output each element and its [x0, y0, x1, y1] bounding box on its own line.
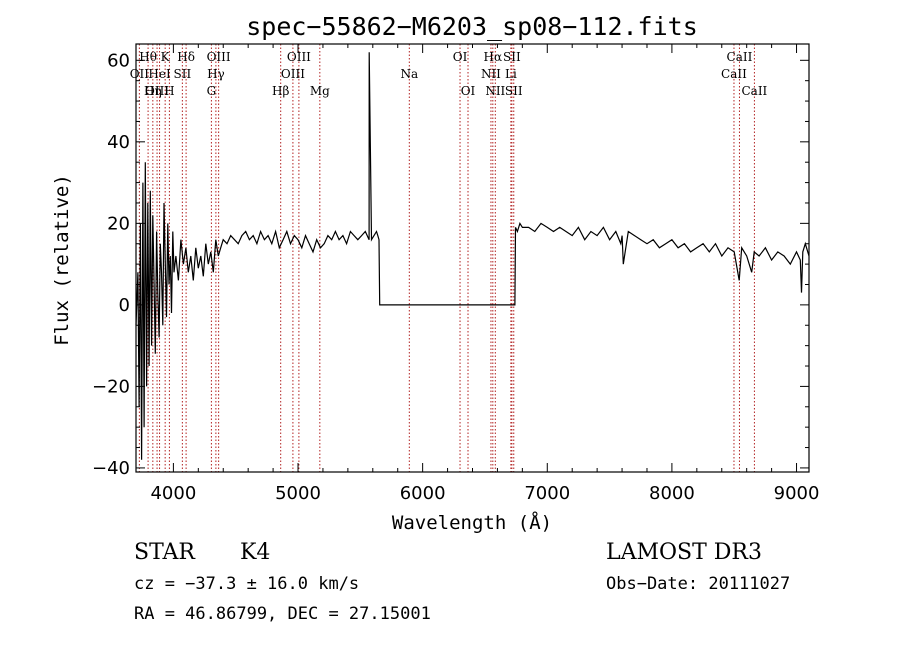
flux-series-line — [135, 52, 810, 460]
x-tick-label: 5000 — [275, 483, 321, 504]
spectral-line-label: OIII — [287, 50, 311, 64]
spectral-line-label: Na — [400, 67, 418, 81]
spectral-line-label: NII — [481, 67, 501, 81]
spectral-line-label: K — [161, 50, 171, 64]
x-tick-label: 8000 — [649, 483, 695, 504]
plot-frame — [135, 43, 810, 473]
spectral-line-label: CaII — [741, 84, 767, 98]
spectral-line-label: OIII — [207, 50, 231, 64]
y-tick-label: 0 — [119, 295, 130, 316]
x-tick-label: 9000 — [774, 483, 820, 504]
spectral-line-label: OIII — [281, 67, 305, 81]
spectral-line-label: CaII — [727, 50, 753, 64]
redshift-cz: cz = −37.3 ± 16.0 km/s — [134, 574, 359, 594]
spectral-line-label: Mg — [310, 84, 330, 98]
spectral-line-label: Hβ — [272, 84, 289, 98]
spectral-line-label: OI — [461, 84, 476, 98]
coordinates: RA = 46.86799, DEC = 27.15001 — [134, 604, 431, 624]
spectral-line-label: SII — [174, 67, 192, 81]
spectral-line-label: Hθ — [139, 50, 157, 64]
spectral-line-label: HeI — [148, 67, 171, 81]
y-tick-label: 20 — [107, 213, 130, 234]
spectral-line-label: G — [207, 84, 217, 98]
y-tick-label: −20 — [92, 376, 130, 397]
spectral-line-label: Hδ — [177, 50, 195, 64]
spectral-line-label: CaII — [721, 67, 747, 81]
y-tick-label: 40 — [107, 132, 130, 153]
x-tick-label: 4000 — [150, 483, 196, 504]
y-tick-label: 60 — [107, 50, 130, 71]
spectral-line-label: Li — [505, 67, 517, 81]
spectral-line-label: OII — [130, 67, 150, 81]
spectral-line-label: Hα — [484, 50, 503, 64]
spectral-line-label: SII — [505, 84, 523, 98]
x-tick-label: 7000 — [524, 483, 570, 504]
spectral-line-label: OIII — [145, 84, 169, 98]
y-axis-label: Flux (relative) — [51, 174, 73, 346]
spectral-line-label: NII — [485, 84, 505, 98]
spectral-line-markers — [138, 44, 755, 472]
spectral-line-label: OI — [453, 50, 468, 64]
axis-ticks: 4000 5000 6000 7000 8000 9000 −40 −20 0 20 40 60 — [92, 44, 819, 504]
chart-title: spec−55862−M6203_sp08−112.fits — [246, 12, 698, 41]
spectral-line-label: H — [164, 84, 174, 98]
spectral-line-label: SII — [503, 50, 521, 64]
x-tick-label: 6000 — [400, 483, 446, 504]
object-subclass: K4 — [240, 540, 270, 565]
y-tick-label: −40 — [92, 458, 130, 479]
x-axis-label: Wavelength (Å) — [392, 511, 552, 534]
spectral-line-label: Hη — [144, 84, 162, 98]
survey-name: LAMOST DR3 — [606, 540, 762, 565]
spectral-line-label: Hγ — [207, 67, 225, 81]
object-class: STAR — [134, 540, 196, 565]
observation-date: Obs−Date: 20111027 — [606, 574, 790, 594]
